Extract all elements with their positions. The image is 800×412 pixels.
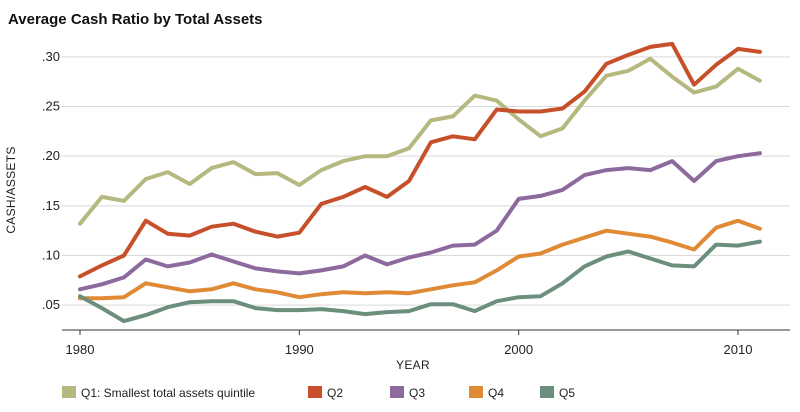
legend-label: Q4 bbox=[488, 386, 504, 400]
x-tick-label: 1980 bbox=[66, 342, 95, 357]
legend-swatch bbox=[308, 386, 322, 398]
y-tick-label: .05 bbox=[42, 297, 60, 312]
legend: Q1: Smallest total assets quintile Q2 Q3 Q4… bbox=[62, 386, 575, 400]
y-tick-label: .15 bbox=[42, 198, 60, 213]
series-line-5 bbox=[78, 239, 762, 324]
x-tick-label: 2010 bbox=[724, 342, 753, 357]
series-lines bbox=[78, 41, 762, 324]
legend-swatch bbox=[390, 386, 404, 398]
series-line-4 bbox=[78, 218, 762, 301]
axes: .05 .10 .15 .20 .25 .30 1980 1990 2000 2010 bbox=[42, 49, 790, 357]
x-tick-label: 1990 bbox=[285, 342, 314, 357]
x-axis-title: YEAR bbox=[396, 358, 430, 372]
legend-label: Q1: Smallest total assets quintile bbox=[81, 386, 255, 400]
chart-title: Average Cash Ratio by Total Assets bbox=[8, 11, 263, 28]
legend-swatch bbox=[62, 386, 76, 398]
y-tick-label: .25 bbox=[42, 99, 60, 114]
series-line-3 bbox=[78, 151, 762, 292]
y-tick-label: .10 bbox=[42, 248, 60, 263]
series-line-1 bbox=[78, 56, 762, 226]
y-tick-label: .30 bbox=[42, 49, 60, 64]
gridlines bbox=[62, 56, 790, 306]
y-tick-label: .20 bbox=[42, 148, 60, 163]
legend-label: Q3 bbox=[409, 386, 425, 400]
legend-label: Q2 bbox=[327, 386, 343, 400]
legend-label: Q5 bbox=[559, 386, 575, 400]
x-tick-label: 2000 bbox=[504, 342, 533, 357]
legend-swatch bbox=[469, 386, 483, 398]
legend-swatch bbox=[540, 386, 554, 398]
y-axis-title: CASH/ASSETS bbox=[4, 146, 18, 233]
series-line-2 bbox=[78, 41, 762, 279]
